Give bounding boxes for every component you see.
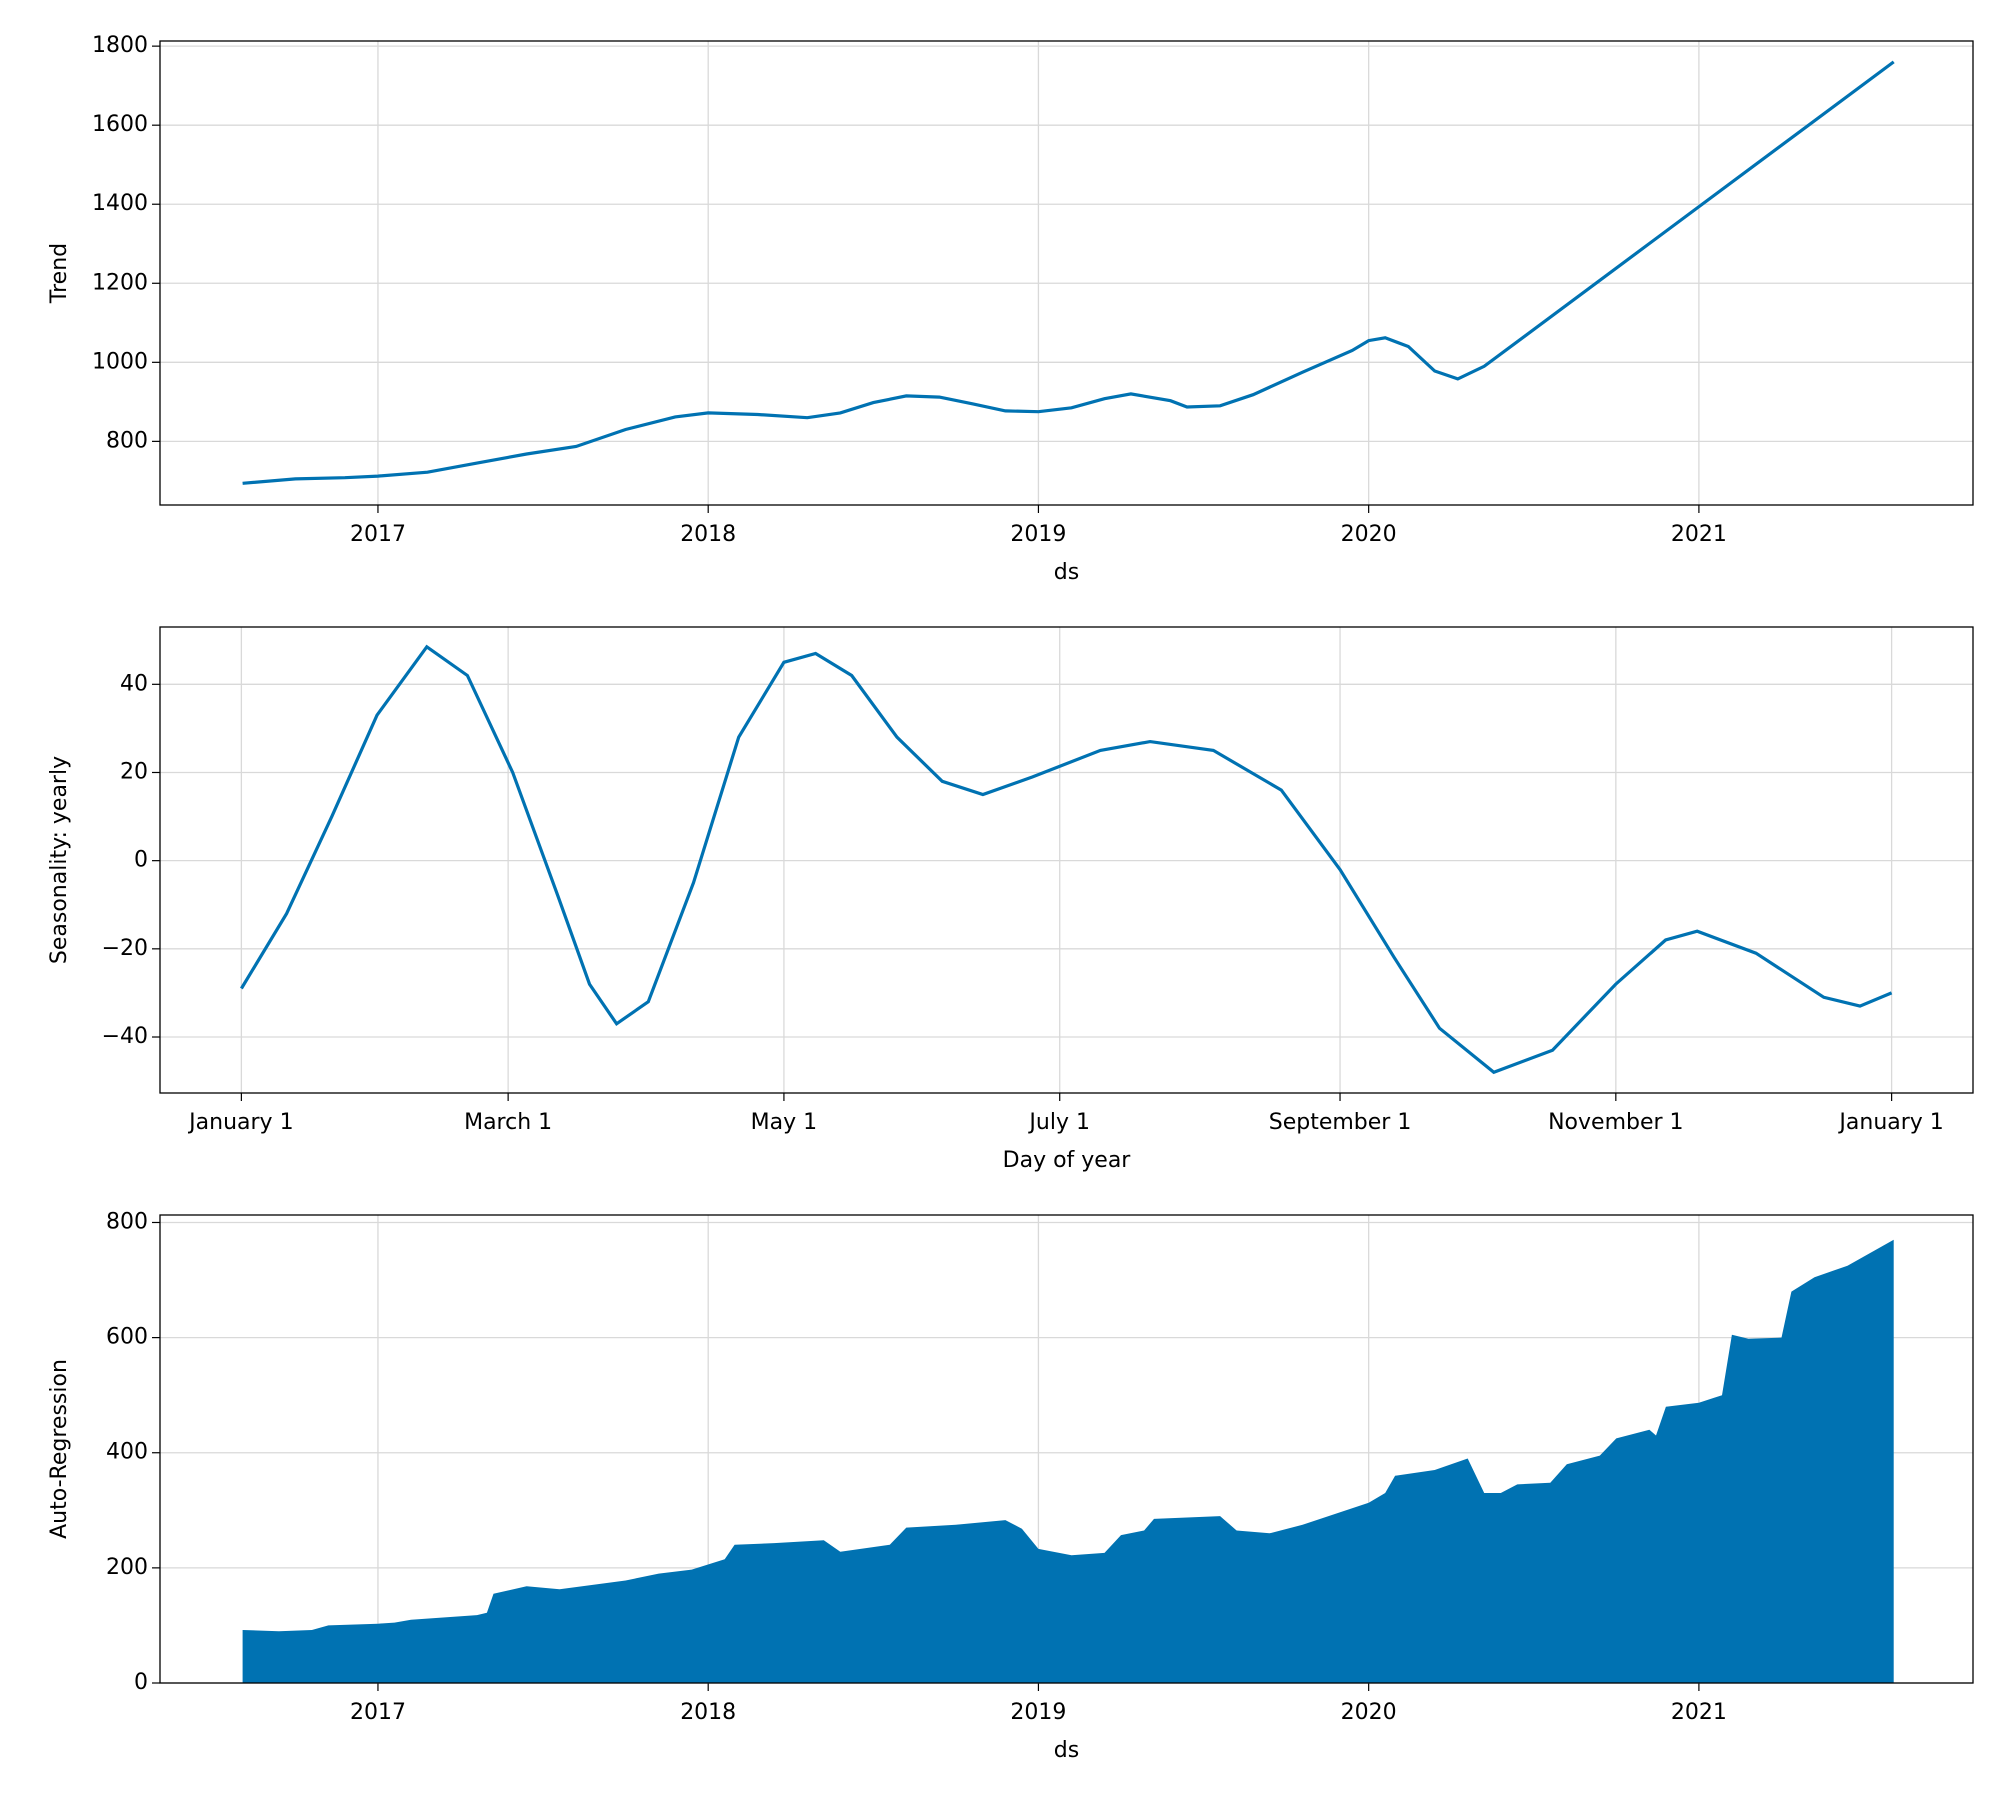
x-tick-label: 2020	[1341, 1700, 1397, 1725]
area	[242, 1239, 1894, 1683]
x-tick-label: November 1	[1548, 1110, 1683, 1135]
x-tick-label: 2020	[1341, 522, 1397, 547]
x-tick-label: 2018	[680, 522, 736, 547]
y-tick-label: 1400	[92, 191, 148, 216]
y-tick-label: 800	[106, 428, 148, 453]
y-tick-label: 600	[106, 1325, 148, 1350]
y-axis-label: Auto-Regression	[47, 1359, 72, 1539]
plot-frame	[159, 40, 1974, 506]
y-axis-label: Seasonality: yearly	[47, 756, 72, 964]
y-tick-label: 20	[120, 759, 148, 784]
y-tick-label: −20	[102, 936, 148, 961]
y-tick-label: 1800	[92, 33, 148, 58]
x-axis-label: Day of year	[1003, 1148, 1132, 1173]
y-tick-label: 1200	[92, 270, 148, 295]
y-tick-label: 40	[120, 671, 148, 696]
x-tick-label: 2019	[1010, 1700, 1066, 1725]
line	[242, 60, 1895, 485]
x-tick-label: 2021	[1671, 1700, 1727, 1725]
y-tick-label: 0	[134, 1670, 148, 1695]
x-axis-label: ds	[1054, 560, 1079, 585]
x-tick-label: January 1	[1837, 1110, 1943, 1135]
plot-frame	[159, 626, 1974, 1094]
y-tick-label: 0	[134, 848, 148, 873]
x-tick-label: 2019	[1010, 522, 1066, 547]
x-tick-label: 2017	[350, 1700, 406, 1725]
x-tick-label: 2021	[1671, 522, 1727, 547]
y-tick-label: 1600	[92, 112, 148, 137]
y-tick-label: −40	[102, 1024, 148, 1049]
y-axis-label: Trend	[47, 243, 72, 304]
x-tick-label: March 1	[464, 1110, 552, 1135]
x-tick-label: September 1	[1269, 1110, 1412, 1135]
y-tick-label: 200	[106, 1555, 148, 1580]
y-tick-label: 1000	[92, 349, 148, 374]
x-axis-label: ds	[1054, 1738, 1079, 1763]
y-tick-label: 800	[106, 1209, 148, 1234]
x-tick-label: January 1	[187, 1110, 293, 1135]
x-tick-label: May 1	[751, 1110, 817, 1135]
y-tick-label: 400	[106, 1440, 148, 1465]
x-tick-label: 2017	[350, 522, 406, 547]
x-tick-label: 2018	[680, 1700, 736, 1725]
plot-frame	[159, 1214, 1974, 1684]
line	[240, 644, 1893, 1075]
x-tick-label: July 1	[1027, 1110, 1090, 1135]
